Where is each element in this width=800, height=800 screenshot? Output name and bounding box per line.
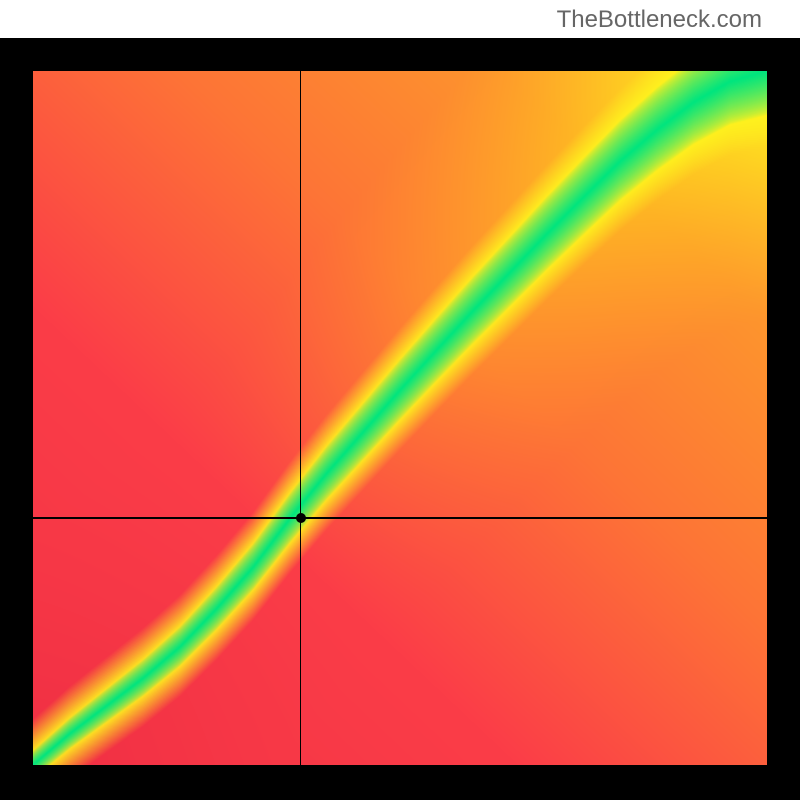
heatmap-plot xyxy=(33,71,767,765)
crosshair-marker xyxy=(296,513,306,523)
heatmap-canvas xyxy=(33,71,767,765)
crosshair-horizontal xyxy=(33,517,767,518)
watermark-text: TheBottleneck.com xyxy=(557,6,762,34)
crosshair-vertical xyxy=(300,71,301,765)
